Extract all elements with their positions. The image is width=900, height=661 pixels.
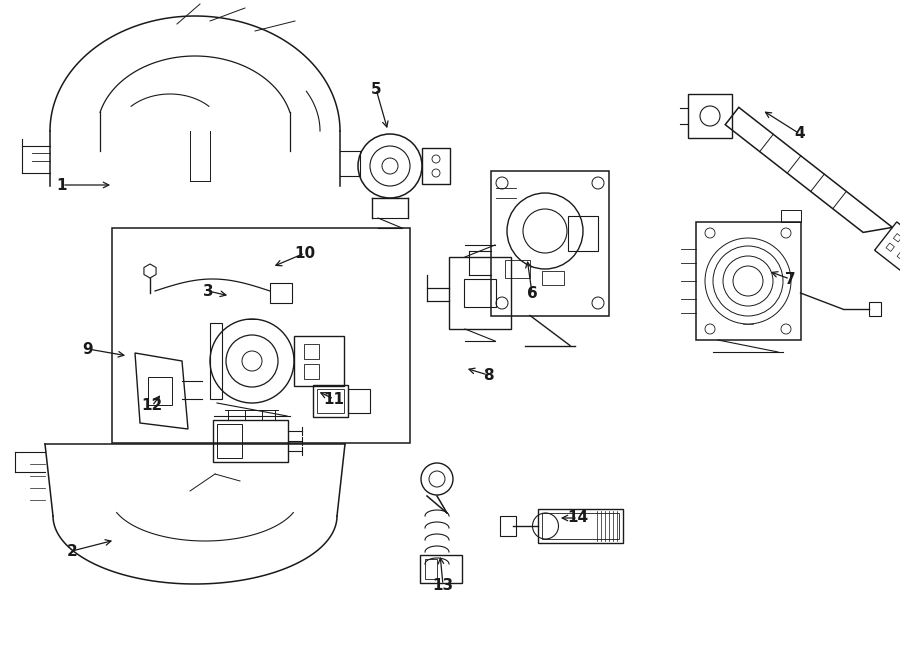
- Bar: [317, 389, 344, 413]
- Bar: [425, 559, 437, 579]
- Bar: [347, 389, 370, 413]
- Bar: [491, 171, 609, 315]
- Bar: [696, 222, 800, 340]
- Bar: [294, 336, 344, 386]
- Text: 1: 1: [57, 178, 68, 192]
- Text: 12: 12: [141, 399, 163, 414]
- Bar: [304, 364, 319, 379]
- Bar: [422, 148, 450, 184]
- Bar: [312, 385, 347, 417]
- Text: 4: 4: [795, 126, 806, 141]
- Bar: [500, 516, 516, 536]
- Text: 10: 10: [294, 245, 316, 260]
- Text: 14: 14: [567, 510, 589, 525]
- Bar: [868, 302, 880, 316]
- Bar: [688, 94, 732, 138]
- Bar: [270, 283, 292, 303]
- Text: 6: 6: [526, 286, 537, 301]
- Text: 7: 7: [785, 272, 796, 286]
- Text: 11: 11: [323, 391, 345, 407]
- Bar: [112, 228, 410, 443]
- Text: 9: 9: [83, 342, 94, 356]
- Text: 3: 3: [202, 284, 213, 299]
- Text: 13: 13: [432, 578, 454, 592]
- Bar: [537, 509, 623, 543]
- Bar: [542, 513, 618, 539]
- Bar: [420, 555, 462, 583]
- Bar: [210, 323, 222, 399]
- Text: 2: 2: [67, 543, 77, 559]
- Bar: [212, 420, 287, 462]
- Text: 5: 5: [371, 81, 382, 97]
- Bar: [449, 257, 511, 329]
- Bar: [464, 279, 496, 307]
- Bar: [542, 271, 564, 285]
- Bar: [217, 424, 241, 458]
- Text: 8: 8: [482, 368, 493, 383]
- Bar: [148, 377, 172, 405]
- Bar: [505, 260, 530, 278]
- Bar: [304, 344, 319, 359]
- Bar: [568, 216, 598, 251]
- Bar: [780, 210, 800, 222]
